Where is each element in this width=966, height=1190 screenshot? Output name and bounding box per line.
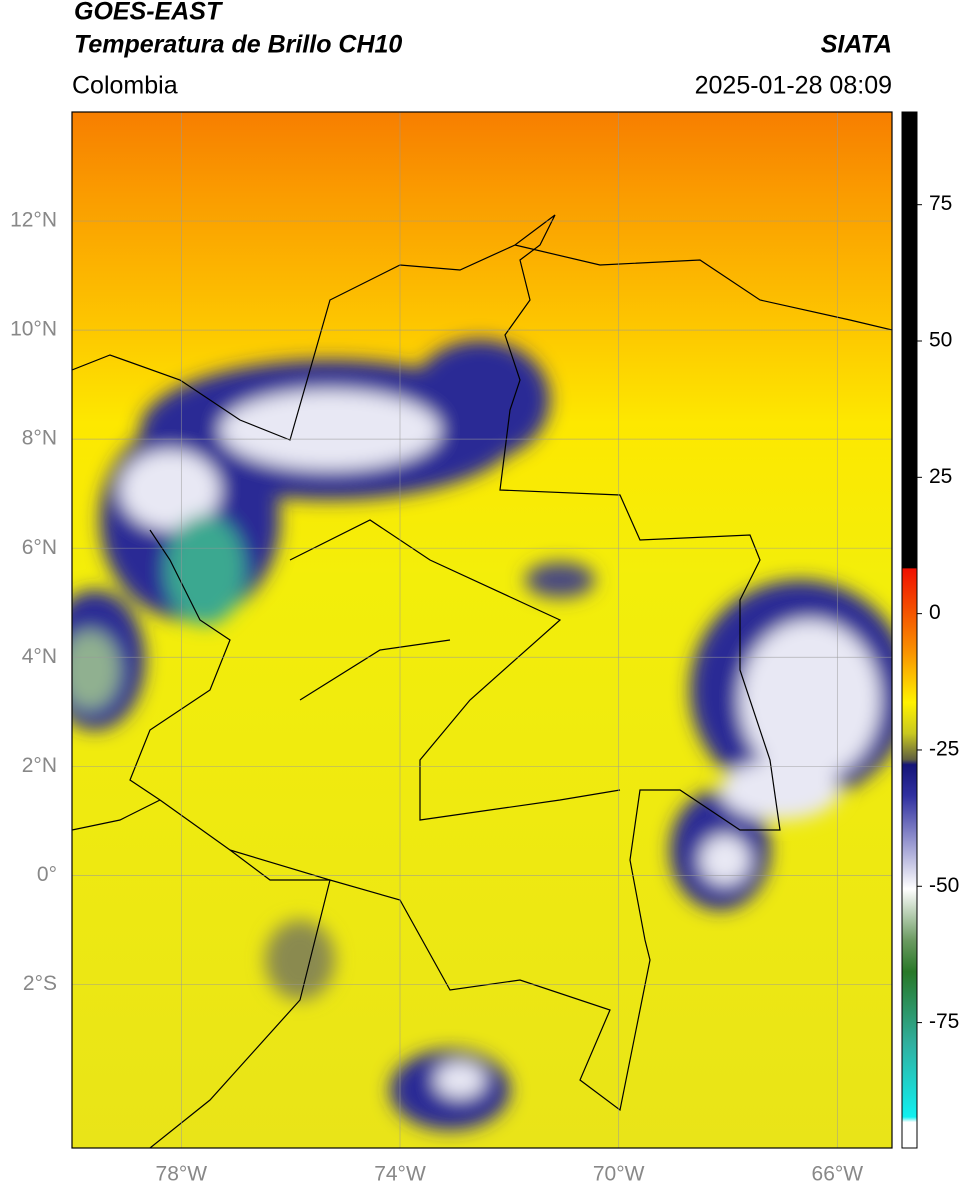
region: Colombia [72,72,178,100]
agency: SIATA [821,31,892,59]
colorbar-tick-label: 25 [929,465,952,488]
y-tick-label: 12°N [10,209,57,232]
colorbar-tick-label: 0 [929,601,941,624]
y-tick-label: 2°S [23,972,57,995]
x-tick-label: 78°W [156,1163,208,1186]
y-tick-label: 4°N [22,645,57,668]
y-tick-label: 6°N [22,536,57,559]
colorbar-tick-label: -25 [929,738,959,761]
y-tick-label: 10°N [10,318,57,341]
x-tick-label: 70°W [593,1163,645,1186]
datetime: 2025-01-28 08:09 [695,72,892,100]
colorbar-tick-label: -50 [929,874,959,897]
title: GOES-EAST [74,0,224,26]
x-tick-label: 74°W [374,1163,426,1186]
colorbar-tick-label: 75 [929,192,952,215]
x-tick-label: 66°W [812,1163,864,1186]
y-tick-label: 0° [37,863,57,886]
colorbar [901,111,918,1149]
colorbar-tick-label: 50 [929,329,952,352]
colorbar-tick-label: -75 [929,1010,959,1033]
y-tick-label: 2°N [22,754,57,777]
map-frame [71,111,893,1149]
satellite-image [72,112,892,1148]
y-tick-label: 8°N [22,427,57,450]
subtitle: Temperatura de Brillo CH10 [74,31,402,59]
